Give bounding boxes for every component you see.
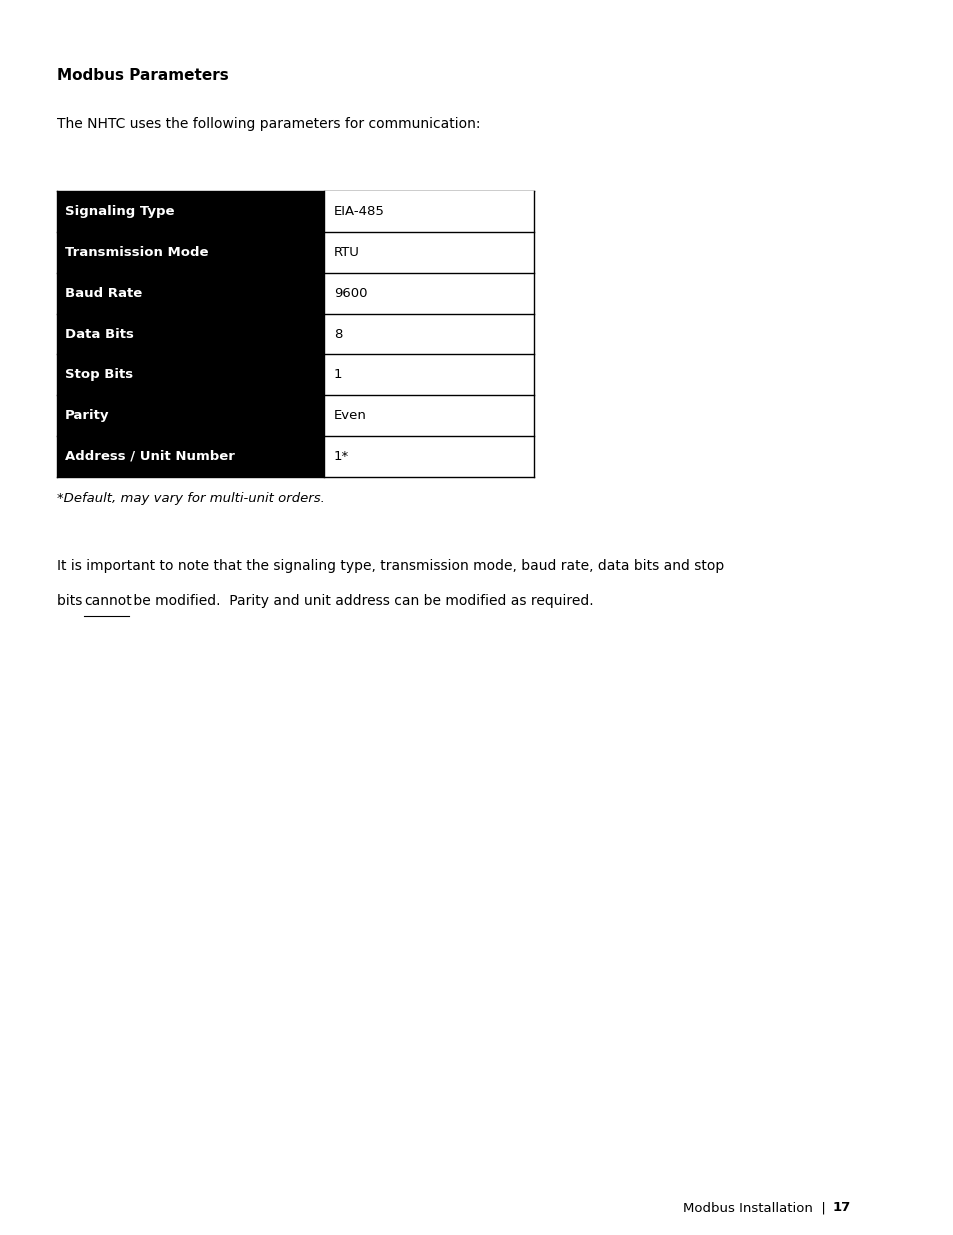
FancyBboxPatch shape (57, 314, 324, 354)
Text: bits: bits (57, 594, 87, 608)
FancyBboxPatch shape (324, 191, 534, 232)
FancyBboxPatch shape (324, 354, 534, 395)
Text: Address / Unit Number: Address / Unit Number (65, 450, 234, 463)
FancyBboxPatch shape (324, 436, 534, 477)
Text: be modified.  Parity and unit address can be modified as required.: be modified. Parity and unit address can… (129, 594, 593, 608)
Text: Modbus Parameters: Modbus Parameters (57, 68, 229, 83)
Text: Data Bits: Data Bits (65, 327, 133, 341)
FancyBboxPatch shape (57, 395, 324, 436)
Text: 1: 1 (334, 368, 342, 382)
FancyBboxPatch shape (324, 232, 534, 273)
Text: Modbus Installation  |: Modbus Installation | (682, 1202, 829, 1214)
Text: *Default, may vary for multi-unit orders.: *Default, may vary for multi-unit orders… (57, 492, 325, 505)
Text: Parity: Parity (65, 409, 110, 422)
Text: 17: 17 (832, 1202, 850, 1214)
Text: Transmission Mode: Transmission Mode (65, 246, 208, 259)
FancyBboxPatch shape (57, 232, 324, 273)
Text: 1*: 1* (334, 450, 349, 463)
FancyBboxPatch shape (57, 191, 324, 232)
Text: RTU: RTU (334, 246, 359, 259)
Text: 9600: 9600 (334, 287, 367, 300)
Text: cannot: cannot (84, 594, 132, 608)
FancyBboxPatch shape (57, 354, 324, 395)
FancyBboxPatch shape (324, 314, 534, 354)
Text: It is important to note that the signaling type, transmission mode, baud rate, d: It is important to note that the signali… (57, 559, 723, 573)
FancyBboxPatch shape (324, 273, 534, 314)
Text: Baud Rate: Baud Rate (65, 287, 142, 300)
Text: Signaling Type: Signaling Type (65, 205, 174, 219)
FancyBboxPatch shape (324, 395, 534, 436)
Text: 8: 8 (334, 327, 342, 341)
Text: Even: Even (334, 409, 366, 422)
Text: EIA-485: EIA-485 (334, 205, 384, 219)
Text: Stop Bits: Stop Bits (65, 368, 132, 382)
Text: The NHTC uses the following parameters for communication:: The NHTC uses the following parameters f… (57, 117, 480, 131)
FancyBboxPatch shape (57, 436, 324, 477)
FancyBboxPatch shape (57, 273, 324, 314)
